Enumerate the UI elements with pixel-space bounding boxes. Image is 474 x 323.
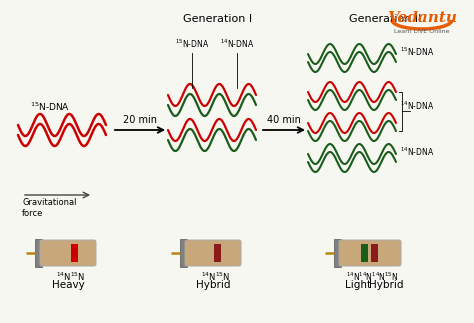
Text: 40 min: 40 min	[267, 115, 301, 125]
Text: Hybrid: Hybrid	[196, 280, 230, 290]
Text: $^{14}$N-DNA: $^{14}$N-DNA	[400, 99, 434, 112]
Text: $^{15}$N-DNA: $^{15}$N-DNA	[175, 37, 209, 50]
Text: 20 min: 20 min	[123, 115, 157, 125]
FancyBboxPatch shape	[339, 240, 401, 266]
Text: $^{14}$N-DNA: $^{14}$N-DNA	[220, 37, 254, 50]
FancyBboxPatch shape	[180, 239, 187, 267]
Bar	[372, 244, 379, 262]
Text: Hybrid: Hybrid	[369, 280, 403, 290]
Text: $^{15}$N-DNA: $^{15}$N-DNA	[30, 101, 70, 113]
Bar	[213, 244, 220, 262]
Text: Heavy: Heavy	[52, 280, 84, 290]
FancyBboxPatch shape	[185, 240, 241, 266]
Text: Light: Light	[345, 280, 371, 290]
Bar	[71, 244, 78, 262]
Text: Vedantu: Vedantu	[387, 11, 457, 25]
Text: $^{14}$N$^{15}$N: $^{14}$N$^{15}$N	[201, 271, 231, 283]
Text: $^{15}$N-DNA: $^{15}$N-DNA	[400, 46, 434, 58]
FancyBboxPatch shape	[40, 240, 96, 266]
Text: Gravitational
force: Gravitational force	[22, 198, 76, 218]
Text: $^{14}$N$^{15}$N: $^{14}$N$^{15}$N	[56, 271, 86, 283]
FancyBboxPatch shape	[35, 239, 42, 267]
Text: Generation II: Generation II	[349, 14, 421, 24]
Text: Learn LIVE Online: Learn LIVE Online	[394, 28, 450, 34]
Text: Generation I: Generation I	[183, 14, 253, 24]
Bar	[362, 244, 368, 262]
Text: $^{14}$N$^{14}$N$^{14}$N$^{15}$N: $^{14}$N$^{14}$N$^{14}$N$^{15}$N	[346, 271, 398, 283]
Text: $^{14}$N-DNA: $^{14}$N-DNA	[400, 146, 434, 158]
FancyBboxPatch shape	[334, 239, 341, 267]
